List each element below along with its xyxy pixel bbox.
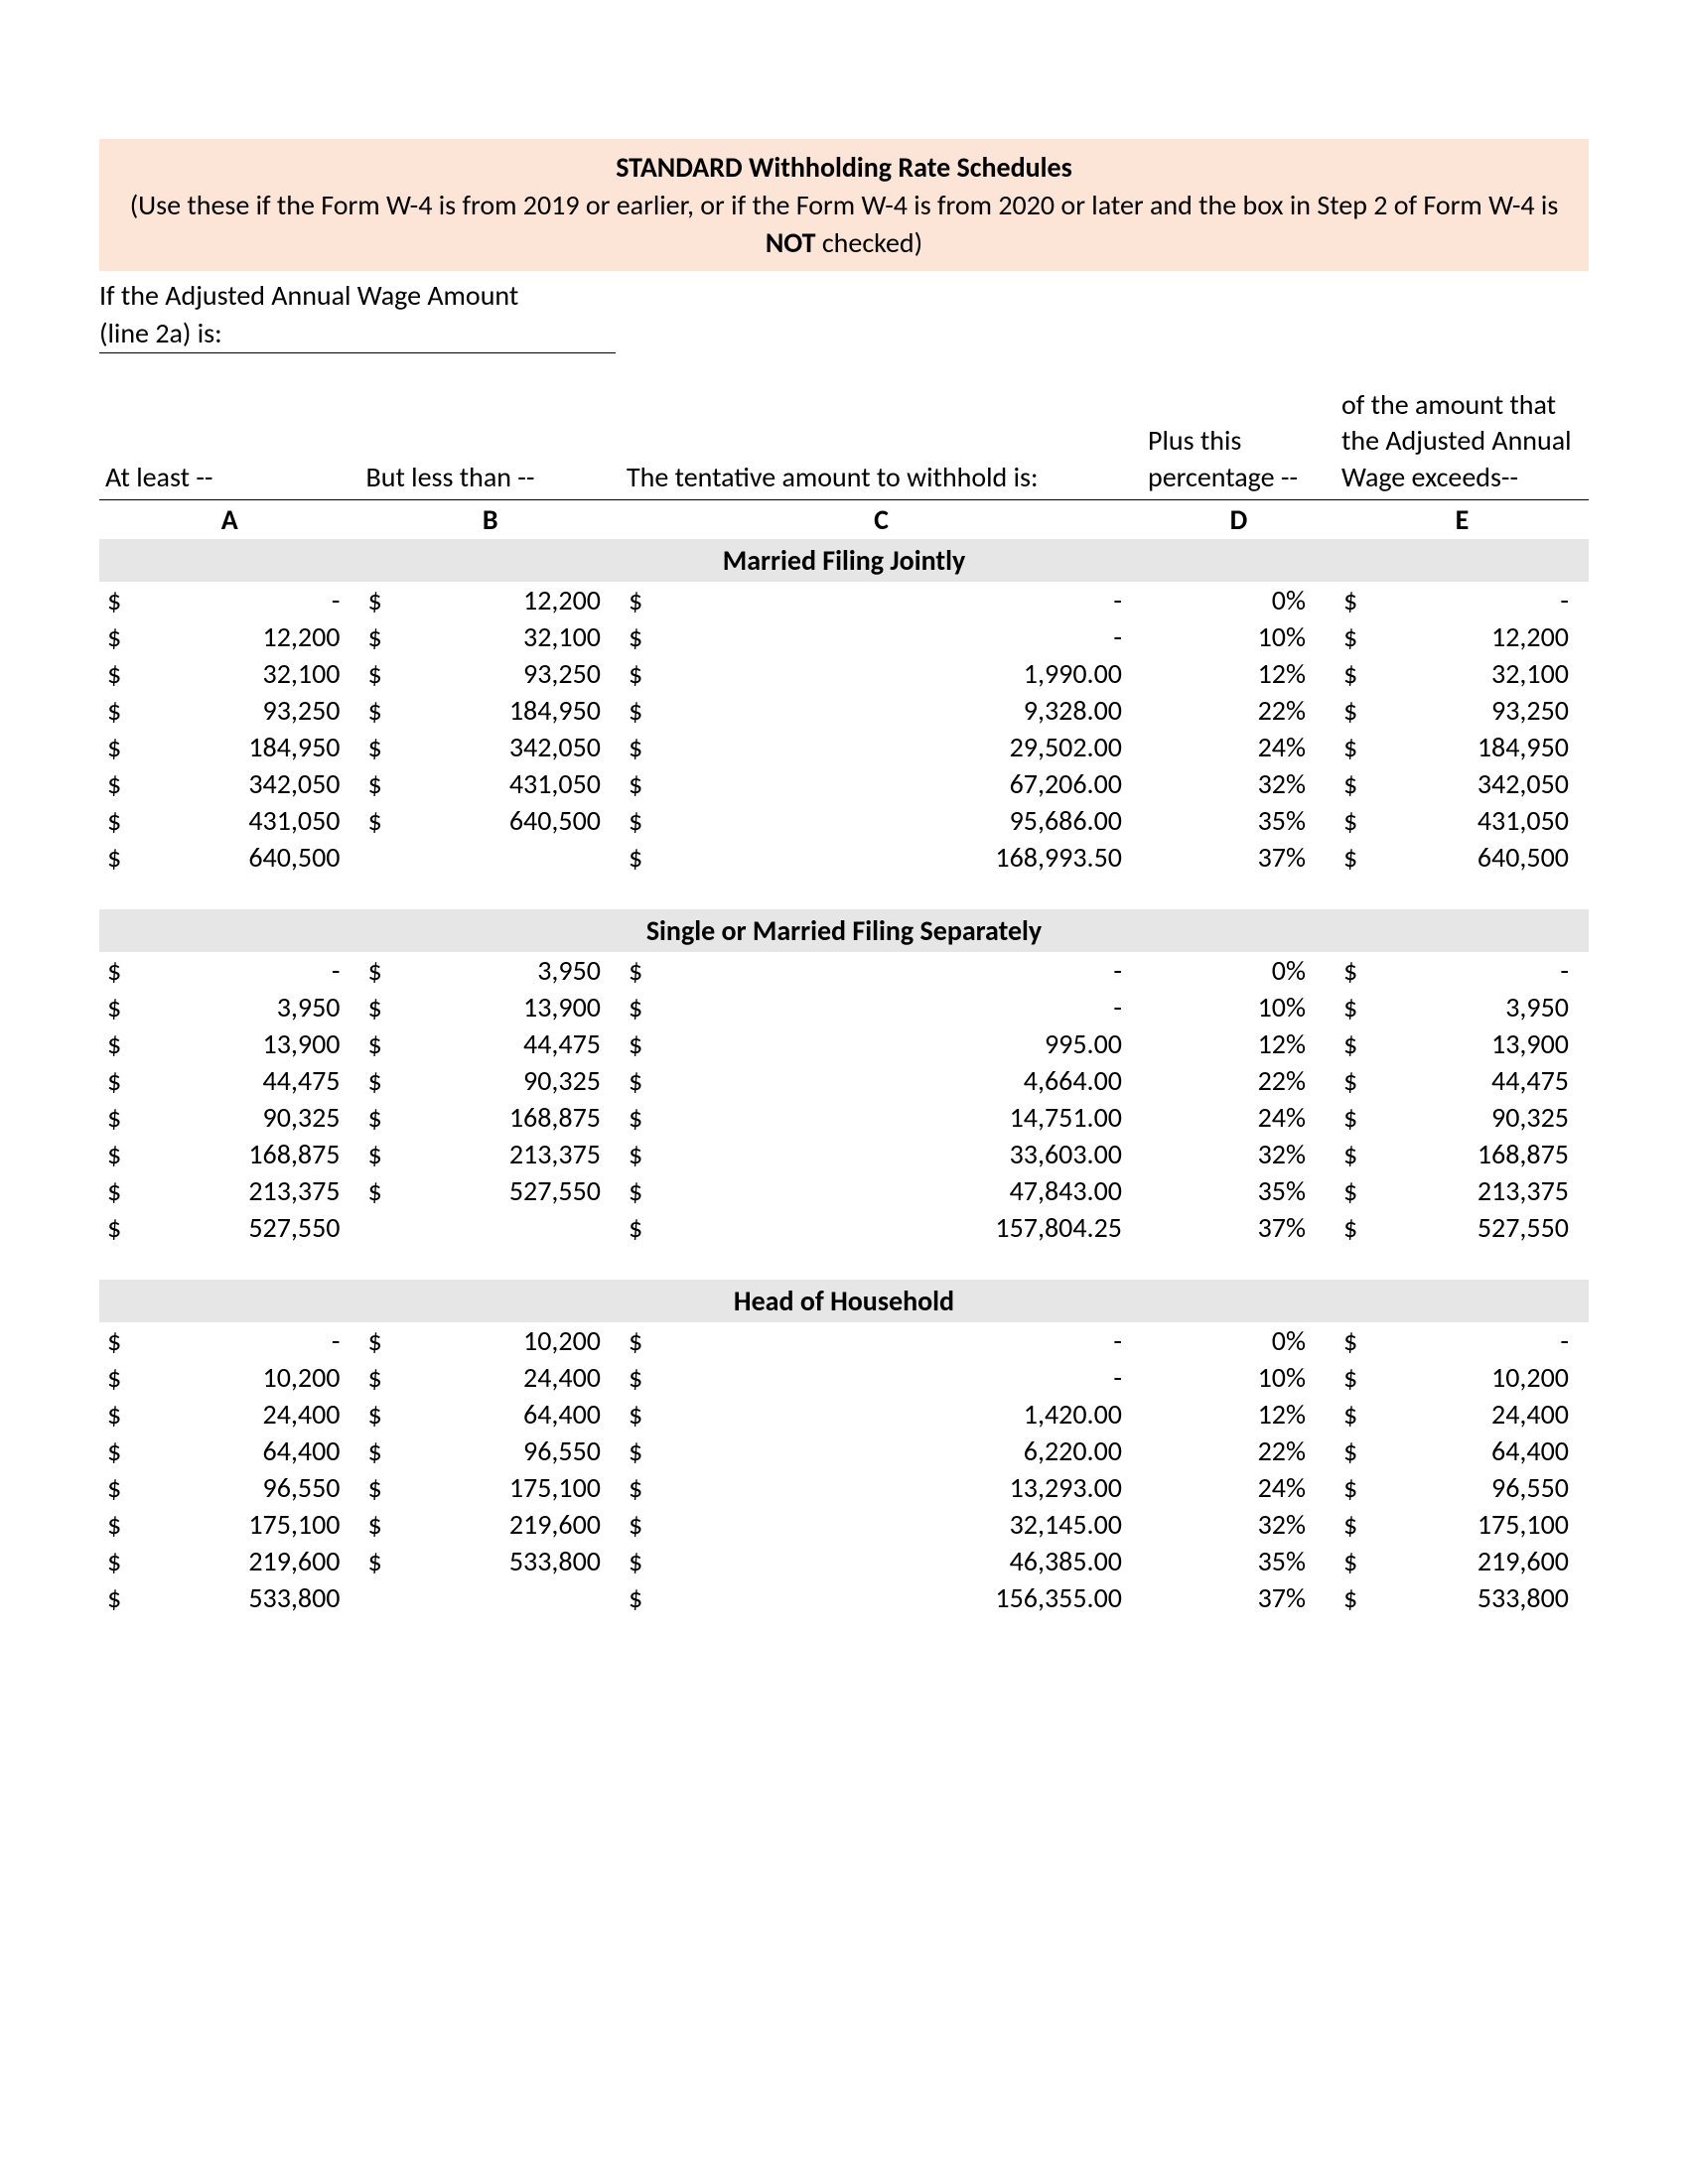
- table-row: $13,900$44,475$995.0012%$13,900: [99, 1025, 1589, 1062]
- intro-line1: If the Adjusted Annual Wage Amount: [99, 277, 1589, 315]
- pct-cell: 0%: [1142, 952, 1336, 989]
- table-row: $24,400$64,400$1,420.0012%$24,400: [99, 1396, 1589, 1433]
- section-title-row: Head of Household: [99, 1280, 1589, 1322]
- banner-not: NOT: [766, 225, 816, 260]
- header-d: Plus this percentage --: [1142, 383, 1336, 500]
- header-a: At least --: [99, 383, 360, 500]
- letter-e: E: [1336, 500, 1589, 540]
- pct-cell: 37%: [1142, 839, 1336, 876]
- table-row: $32,100$93,250$1,990.0012%$32,100: [99, 655, 1589, 692]
- pct-cell: 0%: [1142, 582, 1336, 618]
- table-row: $168,875$213,375$33,603.0032%$168,875: [99, 1136, 1589, 1172]
- table-row: $213,375$527,550$47,843.0035%$213,375: [99, 1172, 1589, 1209]
- pct-cell: 22%: [1142, 692, 1336, 729]
- banner-sub-after: checked): [816, 225, 923, 260]
- pct-cell: 10%: [1142, 1359, 1336, 1396]
- pct-cell: 35%: [1142, 1543, 1336, 1579]
- table-row: $93,250$184,950$9,328.0022%$93,250: [99, 692, 1589, 729]
- table-row: $533,800$156,355.0037%$533,800: [99, 1579, 1589, 1616]
- table-row: $527,550$157,804.2537%$527,550: [99, 1209, 1589, 1246]
- section-title: Married Filing Jointly: [99, 539, 1589, 582]
- pct-cell: 24%: [1142, 729, 1336, 765]
- header-e: of the amount that the Adjusted Annual W…: [1336, 383, 1589, 500]
- pct-cell: 24%: [1142, 1469, 1336, 1506]
- table-row: $342,050$431,050$67,206.0032%$342,050: [99, 765, 1589, 802]
- pct-cell: 0%: [1142, 1322, 1336, 1359]
- intro-block: If the Adjusted Annual Wage Amount (line…: [99, 277, 1589, 353]
- pct-cell: 32%: [1142, 1136, 1336, 1172]
- table-row: $431,050$640,500$95,686.0035%$431,050: [99, 802, 1589, 839]
- section-title-row: Single or Married Filing Separately: [99, 909, 1589, 952]
- table-row: $175,100$219,600$32,145.0032%$175,100: [99, 1506, 1589, 1543]
- pct-cell: 32%: [1142, 1506, 1336, 1543]
- header-b: But less than --: [360, 383, 622, 500]
- table-row: $-$10,200$-0%$-: [99, 1322, 1589, 1359]
- intro-line2: (line 2a) is:: [99, 316, 222, 350]
- section-title: Single or Married Filing Separately: [99, 909, 1589, 952]
- table-row: $90,325$168,875$14,751.0024%$90,325: [99, 1099, 1589, 1136]
- pct-cell: 10%: [1142, 989, 1336, 1025]
- table-row: $219,600$533,800$46,385.0035%$219,600: [99, 1543, 1589, 1579]
- table-row: $-$3,950$-0%$-: [99, 952, 1589, 989]
- pct-cell: 12%: [1142, 1025, 1336, 1062]
- banner-title: STANDARD Withholding Rate Schedules: [616, 150, 1072, 185]
- letter-a: A: [99, 500, 360, 540]
- table-row: $44,475$90,325$4,664.0022%$44,475: [99, 1062, 1589, 1099]
- pct-cell: 24%: [1142, 1099, 1336, 1136]
- letter-b: B: [360, 500, 622, 540]
- table-row: $64,400$96,550$6,220.0022%$64,400: [99, 1433, 1589, 1469]
- letters-row: A B C D E: [99, 500, 1589, 540]
- header-row: At least -- But less than -- The tentati…: [99, 383, 1589, 500]
- withholding-table: At least -- But less than -- The tentati…: [99, 383, 1589, 1616]
- section-title: Head of Household: [99, 1280, 1589, 1322]
- banner-sub-before: (Use these if the Form W-4 is from 2019 …: [130, 188, 1559, 222]
- pct-cell: 35%: [1142, 802, 1336, 839]
- pct-cell: 32%: [1142, 765, 1336, 802]
- pct-cell: 22%: [1142, 1062, 1336, 1099]
- spacer-row: [99, 876, 1589, 909]
- table-row: $-$12,200$-0%$-: [99, 582, 1589, 618]
- table-row: $640,500$168,993.5037%$640,500: [99, 839, 1589, 876]
- letter-d: D: [1142, 500, 1336, 540]
- header-c: The tentative amount to withhold is:: [621, 383, 1142, 500]
- pct-cell: 22%: [1142, 1433, 1336, 1469]
- pct-cell: 35%: [1142, 1172, 1336, 1209]
- table-row: $10,200$24,400$-10%$10,200: [99, 1359, 1589, 1396]
- table-row: $96,550$175,100$13,293.0024%$96,550: [99, 1469, 1589, 1506]
- pct-cell: 37%: [1142, 1579, 1336, 1616]
- table-row: $3,950$13,900$-10%$3,950: [99, 989, 1589, 1025]
- section-title-row: Married Filing Jointly: [99, 539, 1589, 582]
- spacer-row: [99, 1246, 1589, 1280]
- pct-cell: 37%: [1142, 1209, 1336, 1246]
- pct-cell: 10%: [1142, 618, 1336, 655]
- title-banner: STANDARD Withholding Rate Schedules (Use…: [99, 139, 1589, 271]
- table-row: $12,200$32,100$-10%$12,200: [99, 618, 1589, 655]
- table-row: $184,950$342,050$29,502.0024%$184,950: [99, 729, 1589, 765]
- pct-cell: 12%: [1142, 1396, 1336, 1433]
- letter-c: C: [621, 500, 1142, 540]
- pct-cell: 12%: [1142, 655, 1336, 692]
